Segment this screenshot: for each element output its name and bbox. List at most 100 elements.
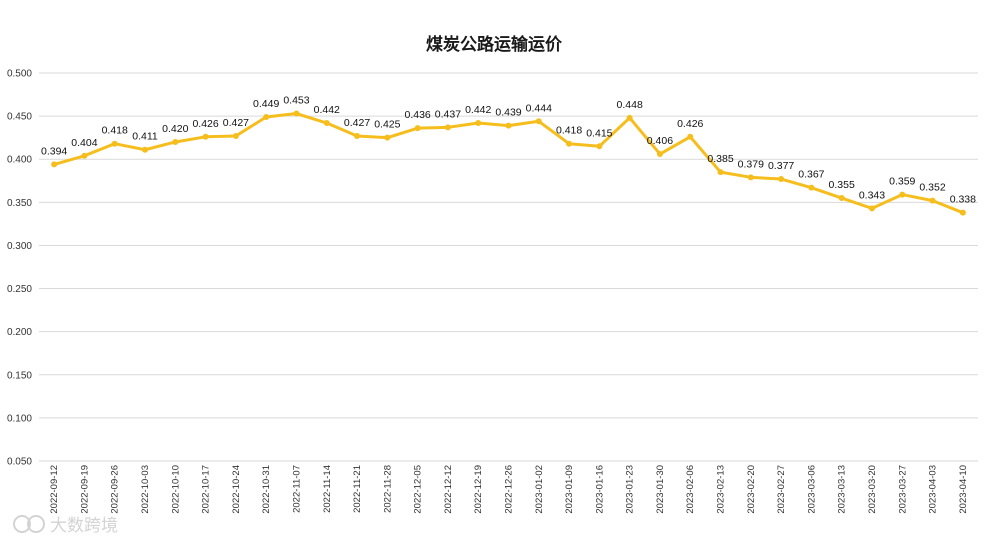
logo-icon <box>13 515 45 533</box>
x-tick-label: 2023-04-03 <box>928 465 939 514</box>
data-label: 0.352 <box>919 182 945 194</box>
data-point <box>172 138 179 145</box>
data-label: 0.404 <box>71 137 97 149</box>
data-label: 0.453 <box>283 95 309 107</box>
data-label: 0.442 <box>465 104 491 116</box>
x-tick-label: 2023-01-30 <box>655 465 666 514</box>
x-tick-label: 2022-10-03 <box>140 465 151 514</box>
data-point <box>81 152 88 159</box>
x-tick-label: 2023-01-09 <box>564 465 575 514</box>
x-tick-label: 2022-10-24 <box>231 465 242 514</box>
data-point <box>384 134 391 141</box>
data-point <box>899 191 906 198</box>
data-point <box>535 118 542 125</box>
x-tick-label: 2023-01-16 <box>594 465 605 514</box>
data-point <box>596 143 603 150</box>
data-label: 0.425 <box>374 119 400 131</box>
x-tick-label: 2023-03-13 <box>837 465 848 514</box>
data-label: 0.436 <box>404 109 430 121</box>
data-label: 0.394 <box>41 145 67 157</box>
x-tick-label: 2023-02-13 <box>716 465 727 514</box>
data-point <box>626 114 633 121</box>
data-point <box>354 132 361 139</box>
data-labels: 0.394 0.404 0.418 0.411 0.420 0.426 0.427 0.449… <box>41 95 976 206</box>
data-label: 0.359 <box>889 176 915 188</box>
data-point <box>929 197 936 204</box>
data-point <box>414 125 421 132</box>
x-tick-label: 2023-03-20 <box>867 465 878 514</box>
data-point <box>656 151 663 158</box>
data-label: 0.427 <box>344 117 370 129</box>
data-point <box>111 140 118 147</box>
data-point <box>838 195 845 202</box>
watermark-text: 大数跨境 <box>50 516 118 536</box>
data-label: 0.439 <box>495 107 521 119</box>
y-tick-label: 0.050 <box>7 457 32 468</box>
x-tick-label: 2022-12-12 <box>443 465 454 514</box>
data-label: 0.338 <box>950 194 976 206</box>
data-label: 0.377 <box>768 160 794 172</box>
y-axis-ticks: 0.050 0.100 0.150 0.200 0.250 0.300 0.350 0.400… <box>7 69 32 468</box>
x-tick-label: 2022-12-19 <box>473 465 484 514</box>
data-label: 0.420 <box>162 123 188 135</box>
data-label: 0.426 <box>677 118 703 130</box>
x-tick-label: 2023-02-27 <box>776 465 787 514</box>
x-tick-label: 2023-01-23 <box>625 465 636 514</box>
data-label: 0.411 <box>132 131 158 143</box>
data-label: 0.367 <box>798 169 824 181</box>
y-tick-label: 0.150 <box>7 370 32 381</box>
y-tick-label: 0.400 <box>7 155 32 166</box>
data-point <box>717 169 724 176</box>
data-label: 0.437 <box>435 108 461 120</box>
y-tick-label: 0.100 <box>7 413 32 424</box>
data-label: 0.449 <box>253 98 279 110</box>
x-tick-label: 2023-04-10 <box>958 465 969 514</box>
data-label: 0.415 <box>586 127 612 139</box>
chart-title: 煤炭公路运输运价 <box>426 34 563 55</box>
x-tick-label: 2023-03-27 <box>897 465 908 514</box>
y-tick-label: 0.250 <box>7 284 32 295</box>
data-point <box>202 133 209 140</box>
x-tick-label: 2022-11-14 <box>322 465 333 513</box>
x-tick-label: 2022-10-31 <box>261 465 272 514</box>
x-tick-label: 2022-12-26 <box>504 465 515 514</box>
data-point <box>566 140 573 147</box>
x-tick-label: 2023-01-02 <box>534 465 545 514</box>
data-point <box>142 146 149 153</box>
data-point <box>263 113 270 120</box>
data-point <box>505 122 512 129</box>
x-tick-label: 2022-10-17 <box>201 465 212 514</box>
data-point <box>232 132 239 139</box>
data-point <box>808 184 815 191</box>
data-point <box>747 174 754 181</box>
x-tick-label: 2023-02-20 <box>746 465 757 514</box>
x-axis-ticks: 2022-09-12 2022-09-19 2022-09-26 2022-10-03… <box>49 465 969 514</box>
data-point <box>868 205 875 212</box>
x-tick-label: 2022-12-05 <box>413 465 424 514</box>
data-point <box>293 110 300 117</box>
data-label: 0.426 <box>192 118 218 130</box>
x-tick-label: 2022-09-19 <box>79 465 90 514</box>
data-label: 0.448 <box>617 99 643 111</box>
data-label: 0.418 <box>556 125 582 137</box>
data-point <box>444 124 451 131</box>
x-tick-label: 2022-11-28 <box>382 465 393 513</box>
y-tick-label: 0.200 <box>7 327 32 338</box>
data-point <box>323 120 330 127</box>
gridlines <box>39 72 978 462</box>
x-tick-label: 2023-03-06 <box>806 465 817 514</box>
data-point <box>687 133 694 140</box>
data-point <box>959 209 966 216</box>
x-tick-label: 2023-02-06 <box>685 465 696 514</box>
x-tick-label: 2022-09-12 <box>49 465 60 514</box>
y-tick-label: 0.350 <box>7 198 32 209</box>
data-label: 0.379 <box>738 158 764 170</box>
y-tick-label: 0.450 <box>7 112 32 123</box>
data-label: 0.343 <box>859 189 885 201</box>
x-tick-label: 2022-11-07 <box>291 465 302 513</box>
x-tick-label: 2022-10-10 <box>170 465 181 514</box>
data-label: 0.444 <box>526 102 552 114</box>
data-point <box>51 161 58 168</box>
y-tick-label: 0.300 <box>7 241 32 252</box>
